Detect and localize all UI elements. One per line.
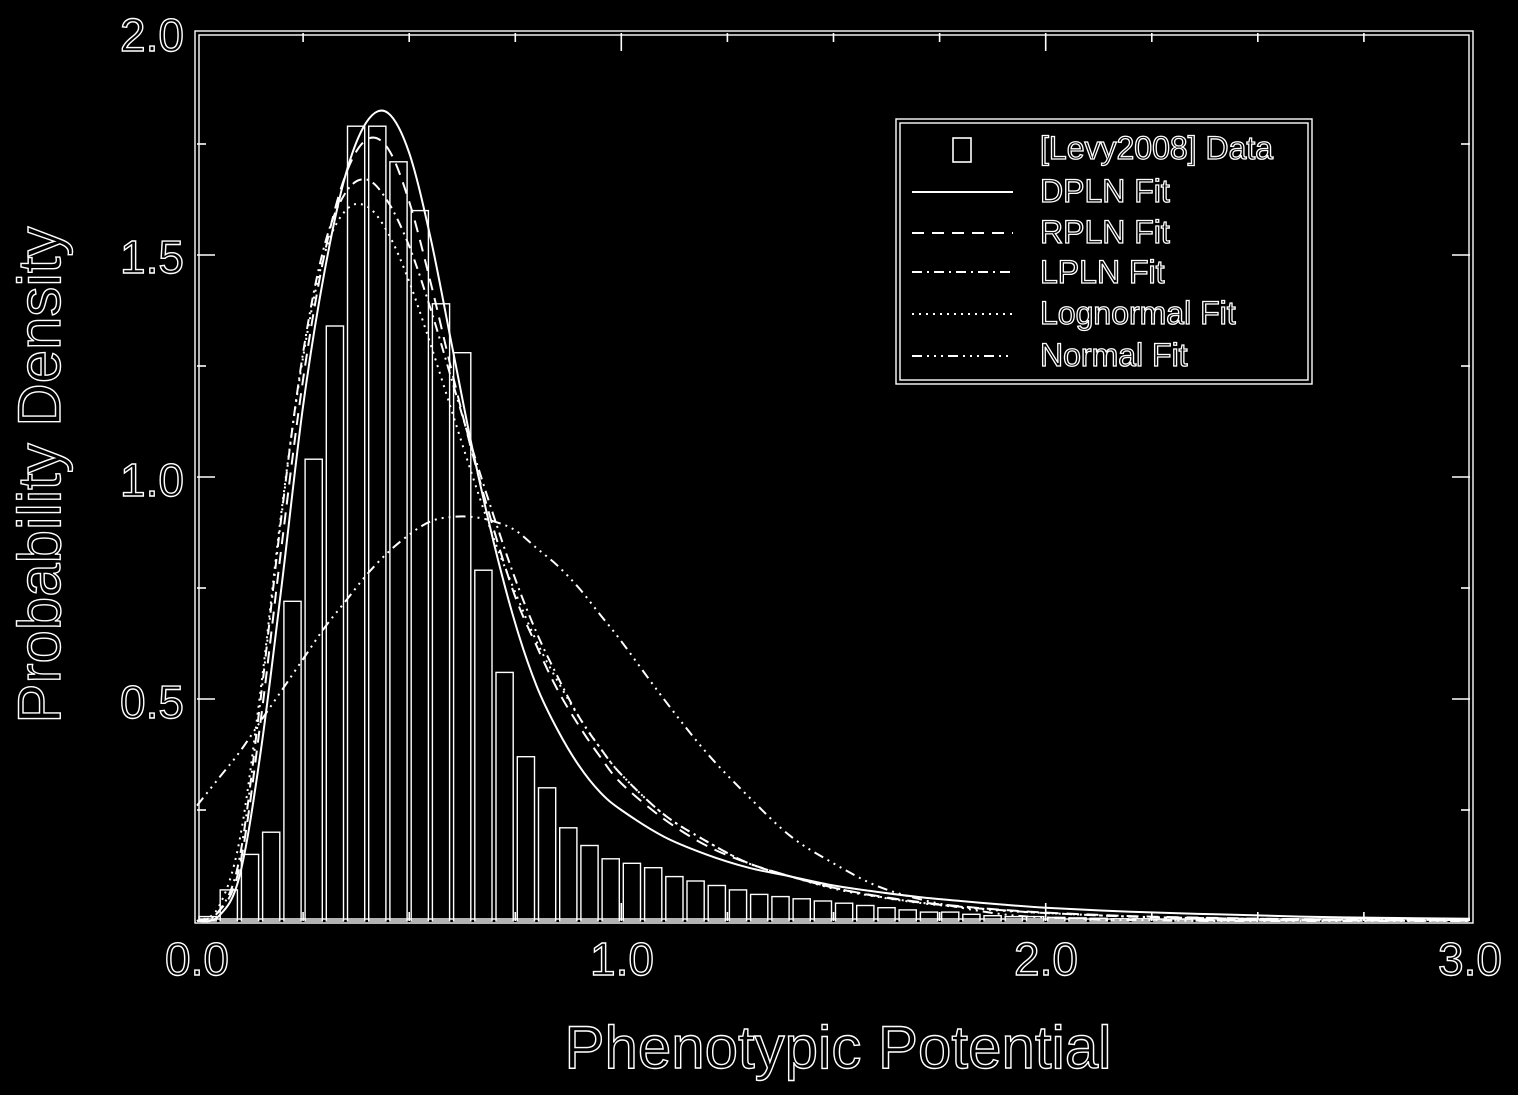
plot-frame bbox=[194, 30, 1474, 924]
legend-label: DPLN Fit bbox=[1040, 173, 1170, 209]
lpln-fit-curve bbox=[196, 178, 1471, 922]
histogram-bar bbox=[283, 600, 302, 922]
y-tick-label: 1.0 bbox=[120, 454, 184, 506]
histogram-bar bbox=[431, 303, 451, 922]
histogram-bar bbox=[325, 325, 345, 922]
histogram-bar bbox=[962, 913, 981, 922]
histogram-bar bbox=[856, 904, 875, 922]
legend-label: Lognormal Fit bbox=[1040, 295, 1236, 331]
x-tick-label: 1.0 bbox=[590, 933, 654, 985]
histogram-bar bbox=[665, 875, 684, 922]
histogram-bar bbox=[304, 458, 324, 922]
y-axis-title: Probability Density bbox=[6, 227, 73, 724]
x-tick-label: 0.0 bbox=[165, 933, 229, 985]
histogram-bar bbox=[834, 902, 854, 922]
dpln-fit-curve bbox=[196, 109, 1471, 923]
x-axis-tick-labels: 0.0 1.0 2.0 3.0 bbox=[164, 932, 1502, 985]
histogram-bar bbox=[898, 909, 917, 922]
histogram-bar bbox=[389, 161, 408, 922]
histogram-bar bbox=[771, 895, 790, 922]
histogram-bar bbox=[728, 889, 748, 922]
legend-frame bbox=[895, 118, 1313, 385]
fit-curves bbox=[196, 109, 1471, 923]
histogram-bar bbox=[580, 844, 599, 922]
x-axis-title: Phenotypic Potential bbox=[564, 1014, 1111, 1081]
histogram-bar bbox=[240, 853, 260, 922]
x-tick-label: 2.0 bbox=[1014, 933, 1078, 985]
legend-label: Normal Fit bbox=[1040, 337, 1188, 373]
histogram-bar bbox=[792, 898, 811, 922]
histogram-bar bbox=[686, 880, 705, 922]
legend-frame-inner bbox=[899, 122, 1309, 381]
x-tick-label: 3.0 bbox=[1438, 933, 1502, 985]
histogram-bar bbox=[919, 911, 939, 922]
histogram-bar bbox=[537, 787, 557, 922]
legend: [Levy2008] Data DPLN Fit RPLN Fit LPLN F… bbox=[895, 118, 1313, 385]
histogram-bar bbox=[601, 858, 620, 922]
axis-ticks bbox=[197, 33, 1470, 921]
histogram-bar bbox=[346, 125, 366, 922]
histogram-bar bbox=[559, 827, 578, 922]
y-axis-tick-labels: 0.5 1.0 1.5 2.0 bbox=[119, 8, 184, 728]
histogram-bar bbox=[516, 756, 536, 922]
histogram-bar bbox=[368, 125, 387, 922]
histogram-bar bbox=[877, 907, 896, 922]
legend-data-symbol bbox=[952, 137, 972, 163]
histogram-bar bbox=[1216, 919, 1236, 922]
histogram-bar bbox=[813, 900, 833, 922]
histogram-bar bbox=[622, 862, 642, 922]
histogram-bar bbox=[261, 831, 281, 922]
histogram-bar bbox=[643, 867, 663, 922]
histogram-bar bbox=[495, 671, 514, 922]
y-tick-label: 1.5 bbox=[120, 231, 184, 283]
rpln-fit-curve bbox=[196, 136, 1471, 922]
histogram-bar bbox=[940, 911, 960, 922]
y-tick-label: 2.0 bbox=[120, 9, 184, 61]
histogram-bar bbox=[452, 352, 472, 922]
histogram-bars bbox=[198, 125, 1469, 922]
legend-label: RPLN Fit bbox=[1040, 214, 1170, 250]
y-tick-label: 0.5 bbox=[120, 676, 184, 728]
histogram-bar bbox=[410, 209, 430, 922]
histogram-bar bbox=[1280, 919, 1299, 922]
histogram-bar bbox=[474, 569, 493, 922]
normal-fit-curve bbox=[196, 515, 1470, 923]
legend-label: [Levy2008] Data bbox=[1040, 130, 1273, 166]
legend-label: LPLN Fit bbox=[1040, 254, 1165, 290]
histogram-bar bbox=[707, 884, 727, 922]
histogram-bar bbox=[749, 893, 769, 922]
